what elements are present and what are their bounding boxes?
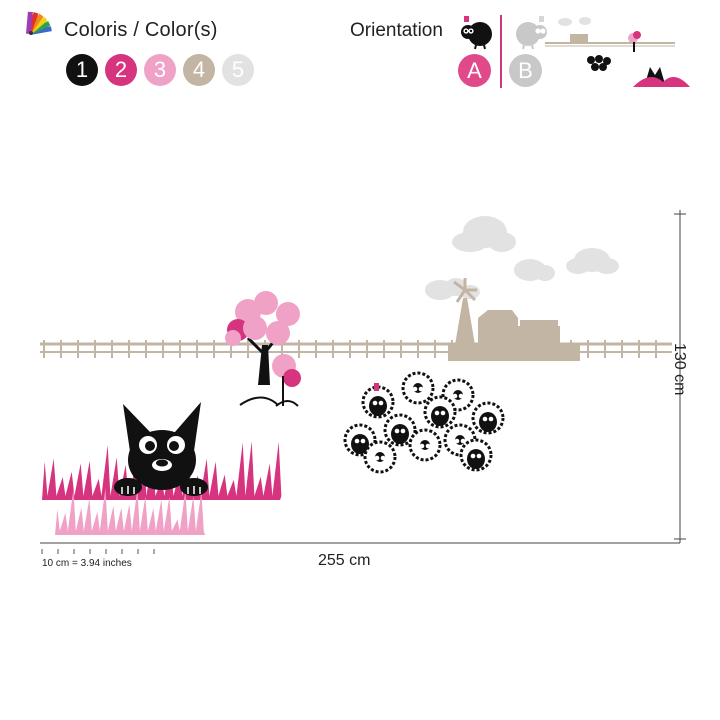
farm <box>448 278 580 361</box>
scale-ruler <box>41 549 155 554</box>
orientation-divider <box>500 15 502 88</box>
sheep <box>423 395 457 429</box>
cloud-4 <box>425 278 480 300</box>
dimension-lines <box>40 210 686 544</box>
sheep <box>401 371 435 405</box>
cloud-3 <box>566 248 619 274</box>
sheep-orientation-b-icon <box>516 16 547 50</box>
color-swatch-2[interactable]: 2 <box>105 54 137 86</box>
sheep <box>361 385 395 419</box>
color-swatch-1[interactable]: 1 <box>66 54 98 86</box>
sheep <box>459 438 493 472</box>
width-dimension: 255 cm <box>318 552 371 569</box>
pink-tree <box>225 291 301 407</box>
color-swatches: 1 2 3 4 5 <box>66 54 254 86</box>
dog <box>114 402 208 496</box>
color-swatch-4[interactable]: 4 <box>183 54 215 86</box>
cloud-1 <box>452 216 516 252</box>
sheep-ear-tag <box>374 383 379 391</box>
sheep-flock <box>343 371 505 474</box>
color-swatch-3[interactable]: 3 <box>144 54 176 86</box>
swatch-label: 3 <box>153 57 167 82</box>
orientation-title: Orientation <box>350 20 443 41</box>
scene-thumbnail-preview <box>545 17 690 87</box>
orientation-label: B <box>518 57 533 83</box>
sheep <box>471 401 505 435</box>
sheep <box>383 413 417 447</box>
scale-label: 10 cm = 3.94 inches <box>42 558 132 569</box>
cloud-group <box>425 216 619 300</box>
color-swatch-5[interactable]: 5 <box>222 54 254 86</box>
colors-title: Coloris / Color(s) <box>64 19 218 41</box>
swatch-label: 2 <box>114 57 128 82</box>
swatch-label: 4 <box>192 57 206 82</box>
swatch-label: 1 <box>75 57 89 82</box>
cloud-2 <box>514 259 555 281</box>
pink-grass <box>42 441 282 535</box>
sheep <box>408 428 442 462</box>
orientation-b-button[interactable]: B <box>509 54 542 87</box>
sheep <box>443 423 477 457</box>
color-palette-icon <box>26 11 52 35</box>
sheep-orientation-a-icon <box>461 16 492 50</box>
sheep <box>363 440 397 474</box>
height-dimension: 130 cm <box>671 343 688 396</box>
swatch-label: 5 <box>231 57 245 82</box>
fence <box>40 340 672 358</box>
orientation-label: A <box>467 57 482 83</box>
orientation-a-button[interactable]: A <box>458 54 491 87</box>
